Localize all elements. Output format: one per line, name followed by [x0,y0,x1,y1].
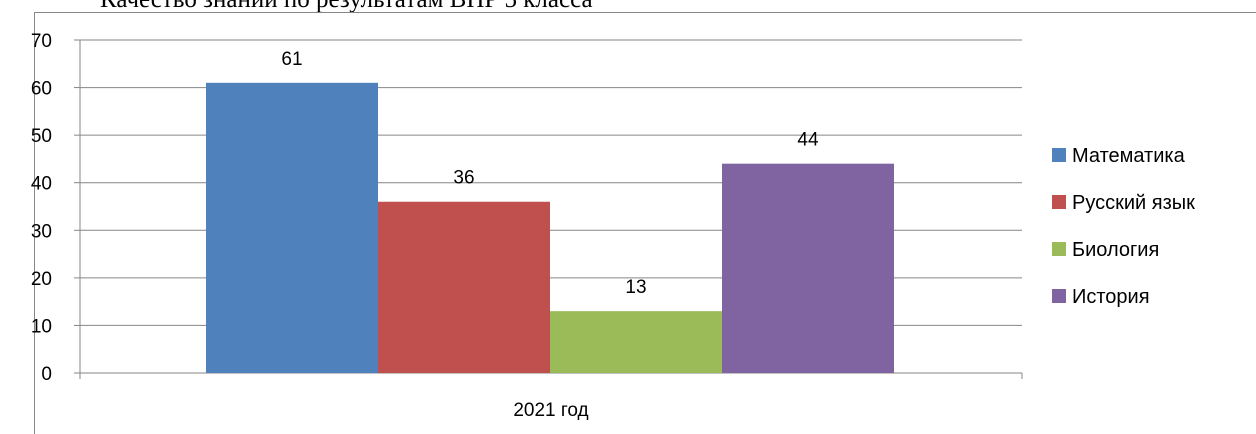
category-label: 2021 год [513,400,588,421]
legend: Математика Русский язык Биология История [1052,145,1195,308]
y-tick-label: 30 [31,221,52,242]
legend-swatch [1052,195,1066,209]
bar [378,201,550,373]
legend-label: Русский язык [1072,192,1195,214]
y-tick-label: 0 [41,364,52,385]
bar [722,163,894,373]
y-tick-labels: 0 10 20 30 40 50 60 70 [31,31,52,385]
legend-swatch [1052,242,1066,256]
bar [206,82,378,374]
y-tick-label: 20 [31,269,52,290]
data-label: 36 [453,168,474,189]
y-tick-label: 40 [31,174,52,195]
chart-title: Качество знаний по результатам ВПР 5 кла… [100,0,593,14]
legend-swatch [1052,289,1066,303]
y-tick-label: 70 [31,31,52,52]
legend-swatch [1052,148,1066,162]
legend-label: Математика [1072,145,1186,167]
category-labels: 2021 год [513,400,588,421]
y-tick-label: 60 [31,79,52,100]
y-tick-label: 50 [31,126,52,147]
legend-label: История [1072,286,1150,308]
data-labels: 61 36 13 44 [281,49,819,298]
bars [206,82,894,374]
data-label: 13 [625,277,646,298]
legend-label: Биология [1072,239,1159,261]
y-tick-label: 10 [31,316,52,337]
chart-frame [34,12,1256,434]
bar [550,311,722,373]
data-label: 61 [281,49,302,70]
data-label: 44 [797,130,819,151]
